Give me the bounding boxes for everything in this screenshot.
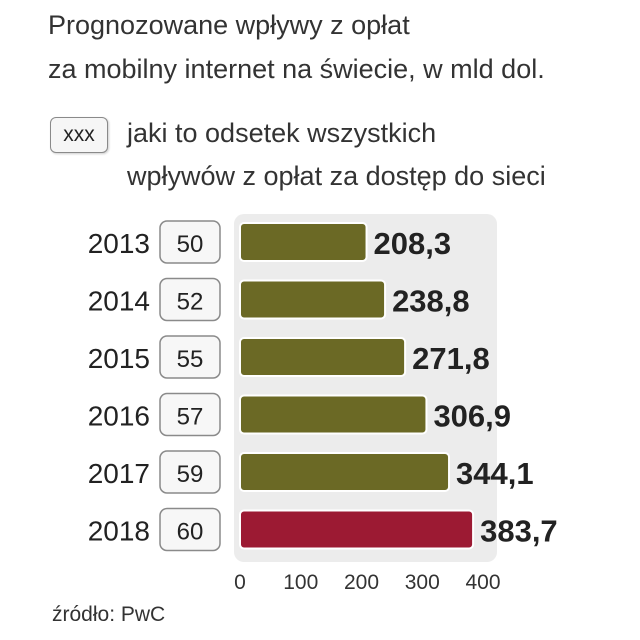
chart-title-line-2: za mobilny internet na świecie, w mld do… [48,54,545,84]
bar [239,394,428,435]
share-box [159,507,221,552]
x-tick-label: 0 [234,571,246,594]
share-box [159,392,221,437]
source-note: źródło: PwC [52,603,166,626]
share-label: 52 [177,289,204,316]
share-box [159,220,221,264]
category-label: 2013 [88,228,150,259]
bar [239,452,451,492]
legend-description-line-1: jaki to odsetek wszystkich [127,118,437,148]
category-label: 2016 [88,401,150,432]
value-label: 383,7 [480,514,558,549]
bar-highlight [239,509,475,550]
value-label: 238,8 [392,284,470,319]
category-label: 2017 [88,458,150,489]
bar [239,279,387,320]
category-label: 2018 [88,516,150,547]
share-label: 50 [177,231,204,258]
share-box [159,335,221,379]
share-label: 60 [177,519,204,546]
x-tick-label: 200 [344,571,379,594]
x-tick-label: 300 [405,571,440,594]
value-label: 306,9 [433,399,511,434]
share-label: 59 [177,461,204,488]
category-label: 2014 [88,286,150,317]
x-tick-label: 100 [283,571,318,594]
bar [239,337,407,377]
value-label: 344,1 [456,456,534,491]
share-box [159,277,221,322]
bar [239,222,368,262]
value-label: 271,8 [412,341,490,376]
share-box [159,450,221,494]
value-label: 208,3 [374,226,452,261]
legend-description-line-2: wpływów z opłat za dostęp do sieci [127,161,546,191]
share-label: 55 [177,346,204,373]
share-label: 57 [177,404,204,431]
category-label: 2015 [88,343,150,374]
x-tick-label: 400 [465,571,500,594]
chart-title-line-1: Prognozowane wpływy z opłat [48,10,410,40]
legend-share-box: xxx [50,117,108,153]
